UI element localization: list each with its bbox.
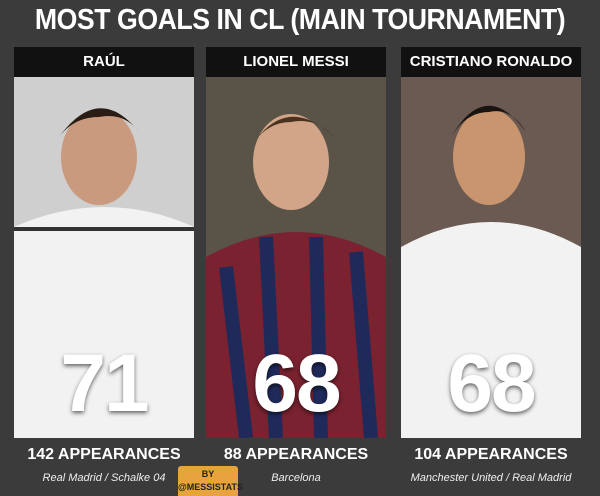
credit-handle: @MESSISTATS xyxy=(178,482,243,492)
player-panel: LIONEL MESSI 68 xyxy=(206,47,386,438)
player-name: RAÚL xyxy=(14,47,194,77)
appearances: 142 APPEARANCES xyxy=(27,446,181,463)
appearances: 104 APPEARANCES xyxy=(414,446,568,463)
player-photo xyxy=(401,77,581,438)
player-panel: RAÚL 71 xyxy=(14,47,194,438)
clubs: Barcelona xyxy=(271,472,321,484)
goals: 71 xyxy=(60,338,149,429)
goals: 68 xyxy=(252,338,341,429)
credit-line: BY xyxy=(201,469,215,479)
player-photo xyxy=(14,77,194,438)
goals: 68 xyxy=(447,338,536,429)
player-panel: CRISTIANO RONALDO 68 xyxy=(401,47,581,438)
clubs: Manchester United / Real Madrid xyxy=(410,472,572,484)
player-photo xyxy=(206,77,386,438)
credit-badge: BY @MESSISTATS xyxy=(178,466,243,496)
appearances: 88 APPEARANCES xyxy=(223,446,369,463)
clubs: Real Madrid / Schalke 04 xyxy=(42,472,166,484)
title: MOST GOALS IN CL (MAIN TOURNAMENT) xyxy=(34,4,566,36)
player-name: CRISTIANO RONALDO xyxy=(401,47,581,77)
player-name: LIONEL MESSI xyxy=(206,47,386,77)
